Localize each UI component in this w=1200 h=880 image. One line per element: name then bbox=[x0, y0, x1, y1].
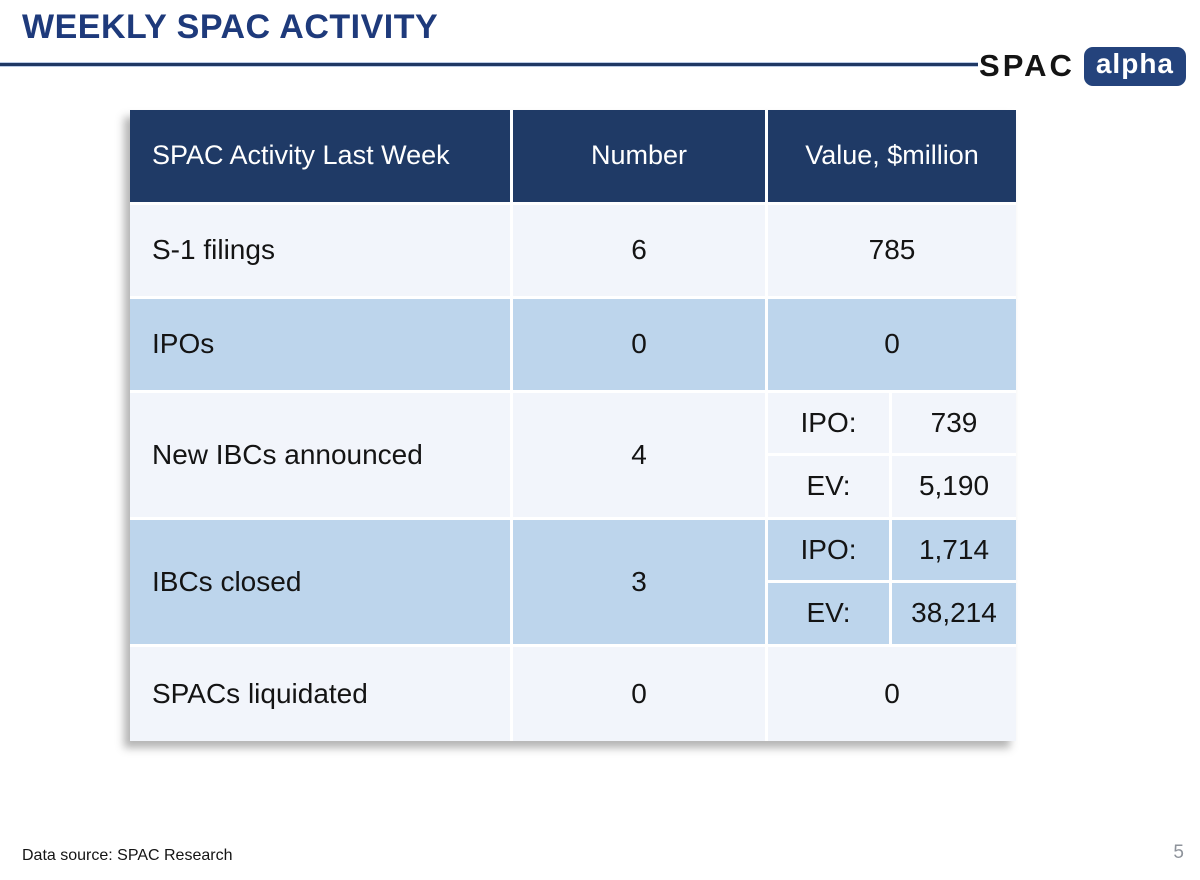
data-source-text: Data source: SPAC Research bbox=[22, 847, 233, 864]
row-number-ipos: 0 bbox=[513, 299, 765, 390]
row-label-s1-filings: S-1 filings bbox=[130, 205, 510, 296]
row-new-ibcs-ipo-value: 739 bbox=[892, 393, 1016, 453]
row-label-ibcs-closed: IBCs closed bbox=[130, 520, 510, 644]
column-header-activity: SPAC Activity Last Week bbox=[130, 110, 510, 202]
spac-activity-table: SPAC Activity Last Week Number Value, $m… bbox=[130, 110, 1016, 741]
row-number-s1-filings: 6 bbox=[513, 205, 765, 296]
title-underline bbox=[0, 63, 978, 66]
row-value-spacs-liquidated: 0 bbox=[768, 647, 1016, 741]
logo-spac-text: SPAC bbox=[979, 48, 1075, 84]
row-number-new-ibcs: 4 bbox=[513, 393, 765, 517]
row-value-s1-filings: 785 bbox=[768, 205, 1016, 296]
row-label-spacs-liquidated: SPACs liquidated bbox=[130, 647, 510, 741]
row-new-ibcs-ev-label: EV: bbox=[768, 456, 889, 517]
row-ibcs-closed-ipo-value: 1,714 bbox=[892, 520, 1016, 580]
spac-alpha-logo: SPAC alpha bbox=[979, 47, 1186, 86]
column-header-value: Value, $million bbox=[768, 110, 1016, 202]
row-value-ipos: 0 bbox=[768, 299, 1016, 390]
row-new-ibcs-ev-value: 5,190 bbox=[892, 456, 1016, 517]
row-ibcs-closed-ev-label: EV: bbox=[768, 583, 889, 644]
row-label-new-ibcs: New IBCs announced bbox=[130, 393, 510, 517]
column-header-number: Number bbox=[513, 110, 765, 202]
row-label-ipos: IPOs bbox=[130, 299, 510, 390]
row-new-ibcs-ipo-label: IPO: bbox=[768, 393, 889, 453]
page-title: WEEKLY SPAC ACTIVITY bbox=[22, 8, 439, 46]
logo-alpha-badge: alpha bbox=[1083, 47, 1186, 86]
row-number-ibcs-closed: 3 bbox=[513, 520, 765, 644]
row-ibcs-closed-ev-value: 38,214 bbox=[892, 583, 1016, 644]
page-number: 5 bbox=[1173, 842, 1184, 863]
row-ibcs-closed-ipo-label: IPO: bbox=[768, 520, 889, 580]
row-number-spacs-liquidated: 0 bbox=[513, 647, 765, 741]
